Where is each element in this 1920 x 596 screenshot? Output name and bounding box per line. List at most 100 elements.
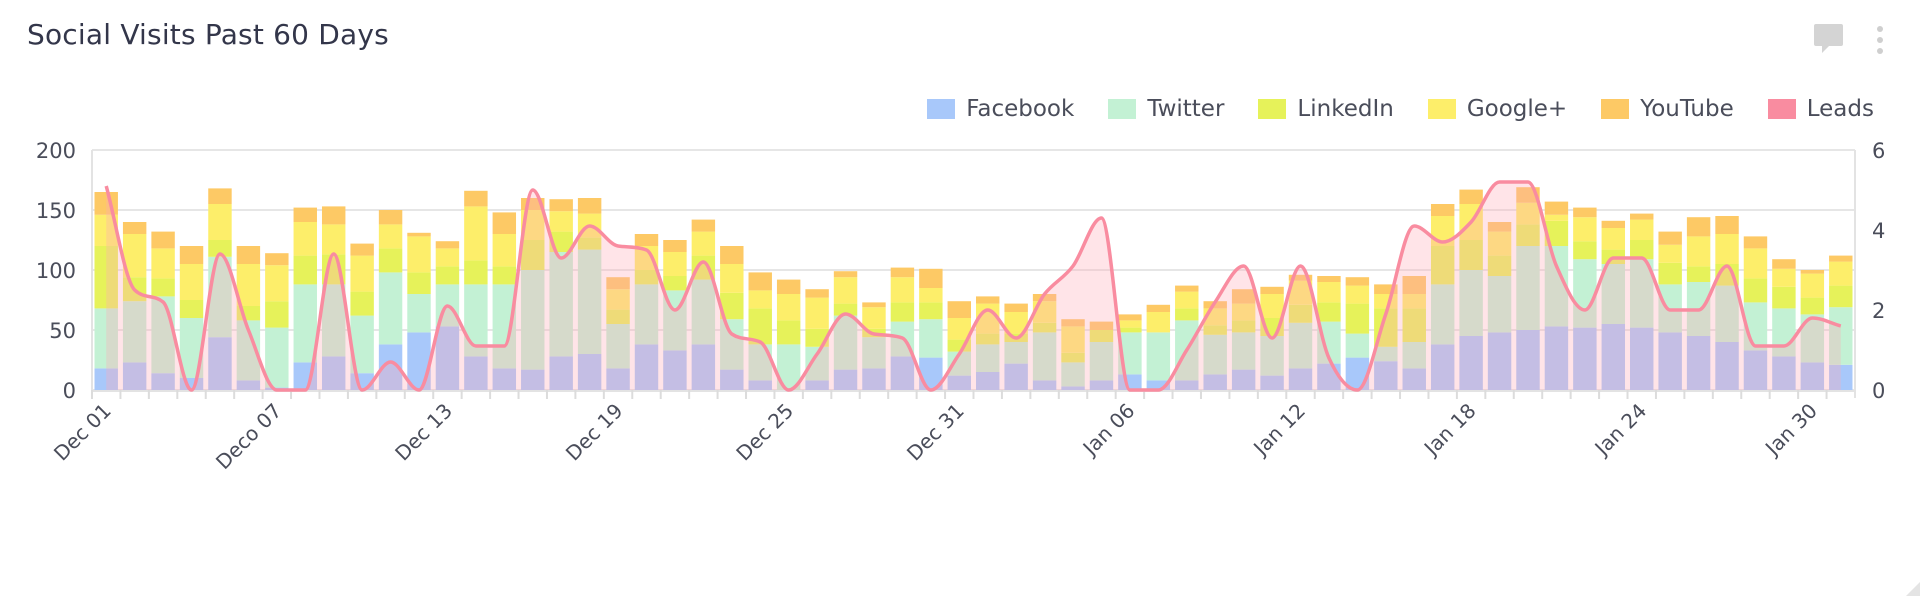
bar-segment-google-	[1715, 234, 1739, 264]
bar-segment-google-	[606, 289, 630, 310]
bar-stack[interactable]	[833, 271, 858, 390]
bar-stack[interactable]	[1829, 255, 1853, 390]
bar-stack[interactable]	[606, 277, 630, 390]
legend-item-linkedin[interactable]: LinkedIn	[1258, 96, 1394, 122]
bar-segment-youtube	[1658, 231, 1682, 245]
bar-stack[interactable]	[265, 253, 289, 390]
bar-segment-youtube	[1459, 189, 1483, 204]
bar-segment-youtube	[919, 268, 943, 288]
bar-stack[interactable]	[634, 234, 659, 390]
bar-stack[interactable]	[1345, 277, 1370, 390]
legend-item-youtube[interactable]: YouTube	[1601, 96, 1734, 122]
bar-stack[interactable]	[1630, 213, 1654, 390]
bar-stack[interactable]	[805, 289, 829, 390]
bar-stack[interactable]	[748, 272, 772, 390]
bar-stack[interactable]	[1430, 204, 1455, 390]
kebab-menu-icon[interactable]	[1876, 26, 1884, 56]
legend-item-google-[interactable]: Google+	[1427, 96, 1567, 122]
bar-segment-youtube	[1430, 204, 1455, 216]
bar-stack[interactable]	[1146, 304, 1171, 390]
bar-segment-twitter	[122, 301, 147, 363]
bar-segment-linkedin	[833, 303, 858, 316]
bar-segment-linkedin	[464, 260, 488, 285]
bar-segment-linkedin	[663, 276, 687, 291]
bar-stack[interactable]	[1089, 321, 1114, 390]
bar-segment-facebook	[321, 356, 346, 390]
legend-label: YouTube	[1640, 96, 1734, 122]
bar-stack[interactable]	[577, 198, 602, 390]
bar-segment-twitter	[1374, 346, 1398, 362]
resize-handle[interactable]	[1906, 582, 1920, 596]
bar-stack[interactable]	[919, 268, 943, 390]
bar-segment-google-	[1686, 236, 1711, 267]
bar-segment-facebook	[748, 380, 772, 390]
bar-stack[interactable]	[1032, 294, 1057, 390]
legend-swatch	[1767, 99, 1796, 119]
bar-segment-facebook	[1573, 327, 1597, 390]
bar-segment-linkedin	[1658, 262, 1682, 285]
bar-stack[interactable]	[208, 188, 232, 390]
legend-item-leads[interactable]: Leads	[1767, 96, 1874, 122]
bar-stack[interactable]	[1544, 201, 1569, 390]
bar-segment-google-	[1573, 217, 1597, 242]
bar-stack[interactable]	[691, 219, 716, 390]
bar-stack[interactable]	[1402, 276, 1426, 390]
bar-segment-google-	[236, 264, 261, 306]
bar-stack[interactable]	[720, 246, 744, 390]
bar-segment-facebook	[1658, 332, 1682, 390]
bar-segment-facebook	[1686, 336, 1711, 390]
legend-item-twitter[interactable]: Twitter	[1108, 96, 1224, 122]
bar-segment-facebook	[1402, 368, 1426, 390]
bar-segment-youtube	[208, 188, 232, 204]
bar-stack[interactable]	[1288, 274, 1313, 390]
legend-item-facebook[interactable]: Facebook	[927, 96, 1074, 122]
bar-stack[interactable]	[1686, 217, 1711, 390]
bar-segment-linkedin	[1630, 240, 1654, 260]
bar-segment-twitter	[1004, 342, 1028, 364]
bar-stack[interactable]	[776, 279, 801, 390]
bar-segment-twitter	[1032, 332, 1057, 381]
bar-segment-youtube	[1402, 276, 1426, 294]
bar-stack[interactable]	[293, 207, 317, 390]
bar-segment-linkedin	[492, 266, 517, 285]
leads-line[interactable]	[104, 180, 1842, 392]
bar-stack[interactable]	[1317, 276, 1341, 390]
bar-segment-google-	[1658, 244, 1682, 263]
x-axis-tick-label: Jan 30	[1759, 399, 1822, 462]
bar-stack[interactable]	[1601, 220, 1626, 390]
bar-stack[interactable]	[1203, 301, 1227, 390]
bar-segment-google-	[691, 231, 716, 256]
bar-stack[interactable]	[1516, 187, 1540, 390]
bar-stack[interactable]	[549, 199, 573, 390]
bar-segment-youtube	[1146, 304, 1171, 312]
bar-segment-facebook	[1516, 330, 1540, 390]
bar-stack[interactable]	[378, 210, 403, 390]
bar-segment-facebook	[1715, 342, 1739, 390]
bar-segment-linkedin	[151, 278, 175, 297]
bar-segment-facebook	[1544, 326, 1569, 390]
bar-stack[interactable]	[236, 246, 261, 390]
bar-stack[interactable]	[1487, 222, 1512, 390]
bar-segment-linkedin	[1573, 241, 1597, 260]
bar-segment-linkedin	[976, 333, 1000, 345]
comment-icon[interactable]	[1814, 24, 1843, 53]
bar-segment-google-	[492, 234, 517, 267]
bar-segment-google-	[720, 264, 744, 293]
bar-segment-google-	[1004, 312, 1028, 334]
bar-stack[interactable]	[1231, 289, 1256, 390]
bar-segment-twitter	[1459, 270, 1483, 336]
bar-segment-linkedin	[776, 320, 801, 345]
bar-stack[interactable]	[1800, 270, 1825, 390]
bar-stack[interactable]	[1061, 319, 1085, 390]
bar-stack[interactable]	[1573, 207, 1597, 390]
bar-segment-google-	[1544, 214, 1569, 221]
bar-stack[interactable]	[179, 246, 204, 390]
bar-stack[interactable]	[1260, 286, 1284, 390]
bar-segment-youtube	[1743, 236, 1768, 249]
bar-segment-twitter	[1829, 307, 1853, 365]
bar-segment-linkedin	[919, 302, 943, 320]
bar-segment-linkedin	[1231, 320, 1256, 333]
bar-segment-twitter	[947, 351, 971, 376]
bar-stack[interactable]	[94, 192, 118, 390]
bar-segment-google-	[1402, 294, 1426, 309]
